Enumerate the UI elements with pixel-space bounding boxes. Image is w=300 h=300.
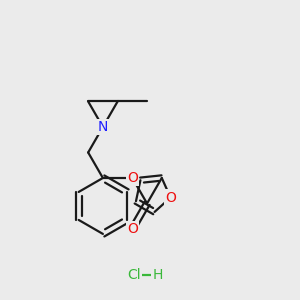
Text: H: H [152,268,163,282]
Text: O: O [165,190,176,205]
Text: O: O [127,222,138,236]
Text: N: N [98,120,108,134]
Text: Cl: Cl [127,268,141,282]
Text: O: O [127,171,138,185]
